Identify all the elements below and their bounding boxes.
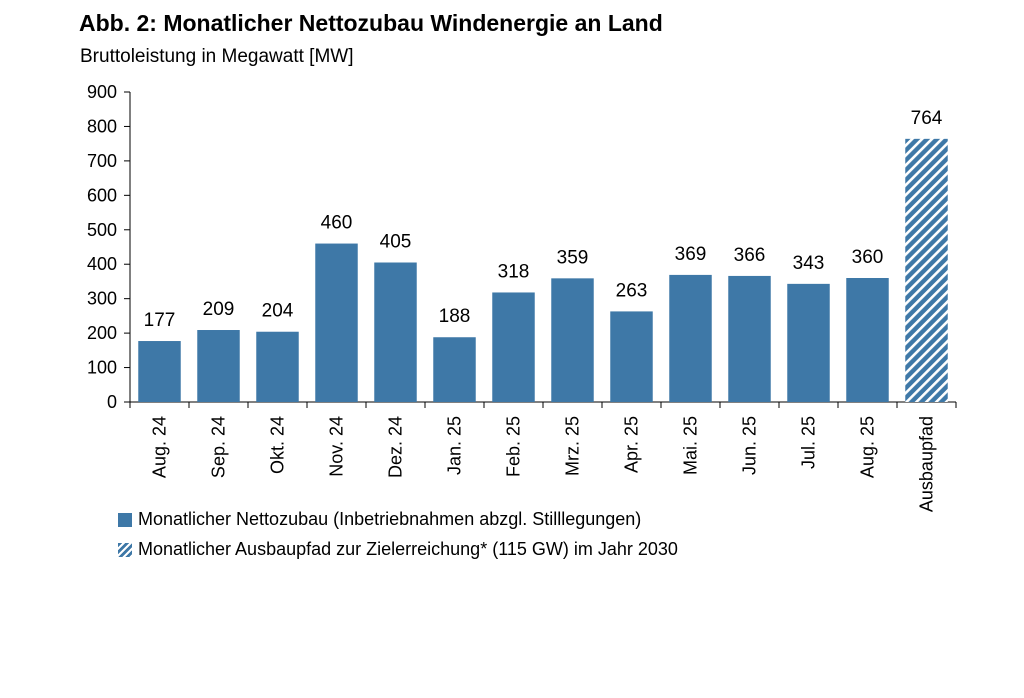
y-tick-label: 600 [87, 185, 117, 205]
bar-value-label: 366 [734, 245, 766, 266]
bar [256, 331, 299, 402]
bar-value-label: 204 [262, 301, 294, 322]
x-category-label: Feb. 25 [504, 416, 524, 477]
bar [787, 283, 830, 402]
y-tick-label: 700 [87, 151, 117, 171]
y-tick-label: 0 [107, 392, 117, 412]
bar-value-label: 343 [793, 253, 825, 274]
bar-value-label: 209 [203, 299, 235, 320]
y-tick-label: 300 [87, 289, 117, 309]
x-category-label: Nov. 24 [327, 416, 347, 477]
x-category-label: Apr. 25 [622, 416, 642, 473]
legend-item-nettozubau: Monatlicher Nettozubau (Inbetriebnahmen … [118, 509, 641, 530]
bar-value-label: 369 [675, 244, 707, 265]
y-tick-label: 500 [87, 220, 117, 240]
category-labels: Aug. 24 Sep. 24 Okt. 24 Nov. 24 Dez. 24 Jan. … [150, 416, 937, 512]
bar-value-label: 359 [557, 247, 589, 268]
bar [551, 278, 594, 402]
y-tick-label: 800 [87, 116, 117, 136]
chart-subtitle: Bruttoleistung in Megawatt [MW] [80, 46, 354, 67]
legend-swatch-solid [118, 512, 132, 527]
bar [315, 243, 358, 402]
bar-value-label: 188 [439, 306, 471, 327]
bar-value-label: 318 [498, 261, 530, 282]
x-category-label: Jul. 25 [799, 416, 819, 469]
chart-title: Abb. 2: Monatlicher Nettozubau Windenerg… [79, 10, 663, 36]
bar [846, 278, 889, 402]
bar [669, 274, 712, 402]
bar [433, 337, 476, 402]
bar-ausbaupfad [905, 138, 948, 402]
bar-value-label: 405 [380, 232, 412, 253]
bar [728, 275, 771, 402]
data-labels: 177 209 204 460 405 188 318 359 263 369 366 343 360 7… [144, 108, 943, 331]
bar [492, 292, 535, 402]
x-axis [129, 401, 957, 408]
bar-value-label: 460 [321, 213, 353, 234]
x-category-label: Sep. 24 [209, 416, 229, 478]
x-category-label: Aug. 25 [858, 416, 878, 478]
bar [197, 330, 240, 402]
bar-value-label: 177 [144, 310, 176, 331]
legend-label-ausbaupfad: Monatlicher Ausbaupfad zur Zielerreichun… [138, 539, 678, 559]
x-category-label: Mrz. 25 [563, 416, 583, 476]
x-category-label: Aug. 24 [150, 416, 170, 478]
bar [610, 311, 653, 402]
x-category-label: Mai. 25 [681, 416, 701, 475]
bar [138, 341, 181, 402]
legend-item-ausbaupfad: Monatlicher Ausbaupfad zur Zielerreichun… [118, 539, 678, 560]
x-category-label: Jan. 25 [445, 416, 465, 475]
x-category-label: Okt. 24 [268, 416, 288, 474]
legend-swatch-hatched [118, 542, 132, 557]
x-category-label: Jun. 25 [740, 416, 760, 475]
legend-label-nettozubau: Monatlicher Nettozubau (Inbetriebnahmen … [138, 509, 642, 529]
bars [138, 138, 948, 402]
x-category-label: Dez. 24 [386, 416, 406, 478]
bar-value-label: 764 [911, 108, 943, 129]
y-tick-label: 900 [87, 82, 117, 102]
x-category-label: Ausbaupfad [917, 416, 937, 512]
y-tick-label: 200 [87, 323, 117, 343]
y-axis: 0 100 200 300 400 500 600 700 800 900 [87, 82, 131, 412]
y-tick-label: 100 [87, 358, 117, 378]
bar-value-label: 360 [852, 247, 884, 268]
bar [374, 262, 417, 402]
y-tick-label: 400 [87, 254, 117, 274]
bar-value-label: 263 [616, 280, 648, 301]
